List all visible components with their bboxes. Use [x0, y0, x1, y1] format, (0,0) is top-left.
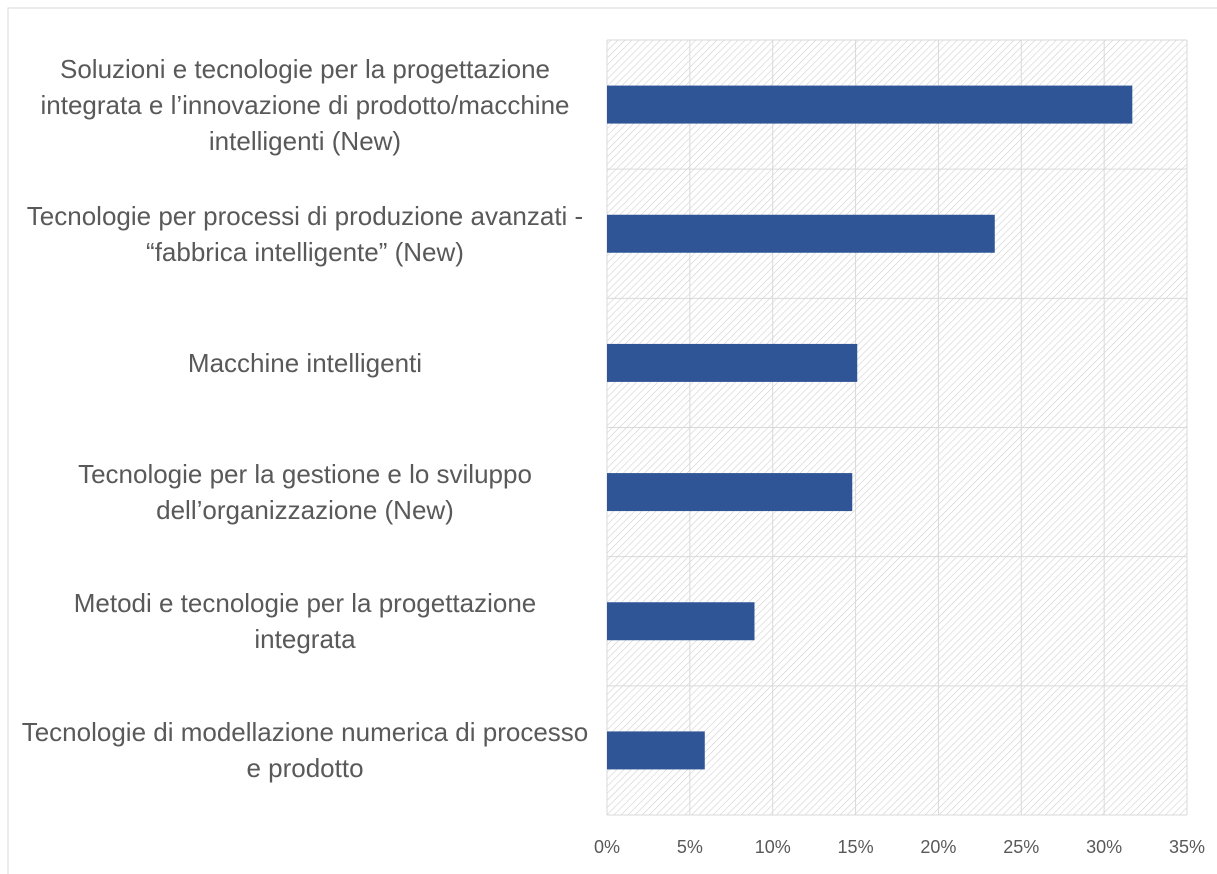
x-tick-label: 10% [755, 837, 791, 857]
x-tick-label: 0% [594, 837, 620, 857]
x-tick-label: 30% [1086, 837, 1122, 857]
x-tick-label: 35% [1169, 837, 1205, 857]
y-tick-label: Tecnologie di modellazione numerica di p… [21, 717, 589, 784]
bar [607, 731, 705, 770]
bar [607, 343, 858, 382]
y-tick-label: Metodi e tecnologie per la progettazione… [73, 588, 537, 655]
bar [607, 85, 1133, 124]
x-tick-label: 5% [677, 837, 703, 857]
y-tick-label: Soluzioni e tecnologie per la progettazi… [40, 53, 570, 156]
y-tick-label: Tecnologie per la gestione e lo sviluppo… [78, 459, 532, 526]
x-tick-label: 15% [838, 837, 874, 857]
bar [607, 473, 853, 512]
y-tick-label: Tecnologie per processi di produzione av… [26, 200, 584, 267]
bar [607, 602, 755, 641]
y-tick-label: Macchine intelligenti [187, 347, 423, 378]
bar [607, 214, 995, 253]
x-tick-label: 25% [1003, 837, 1039, 857]
x-tick-label: 20% [920, 837, 956, 857]
chart-frame [7, 7, 1217, 874]
